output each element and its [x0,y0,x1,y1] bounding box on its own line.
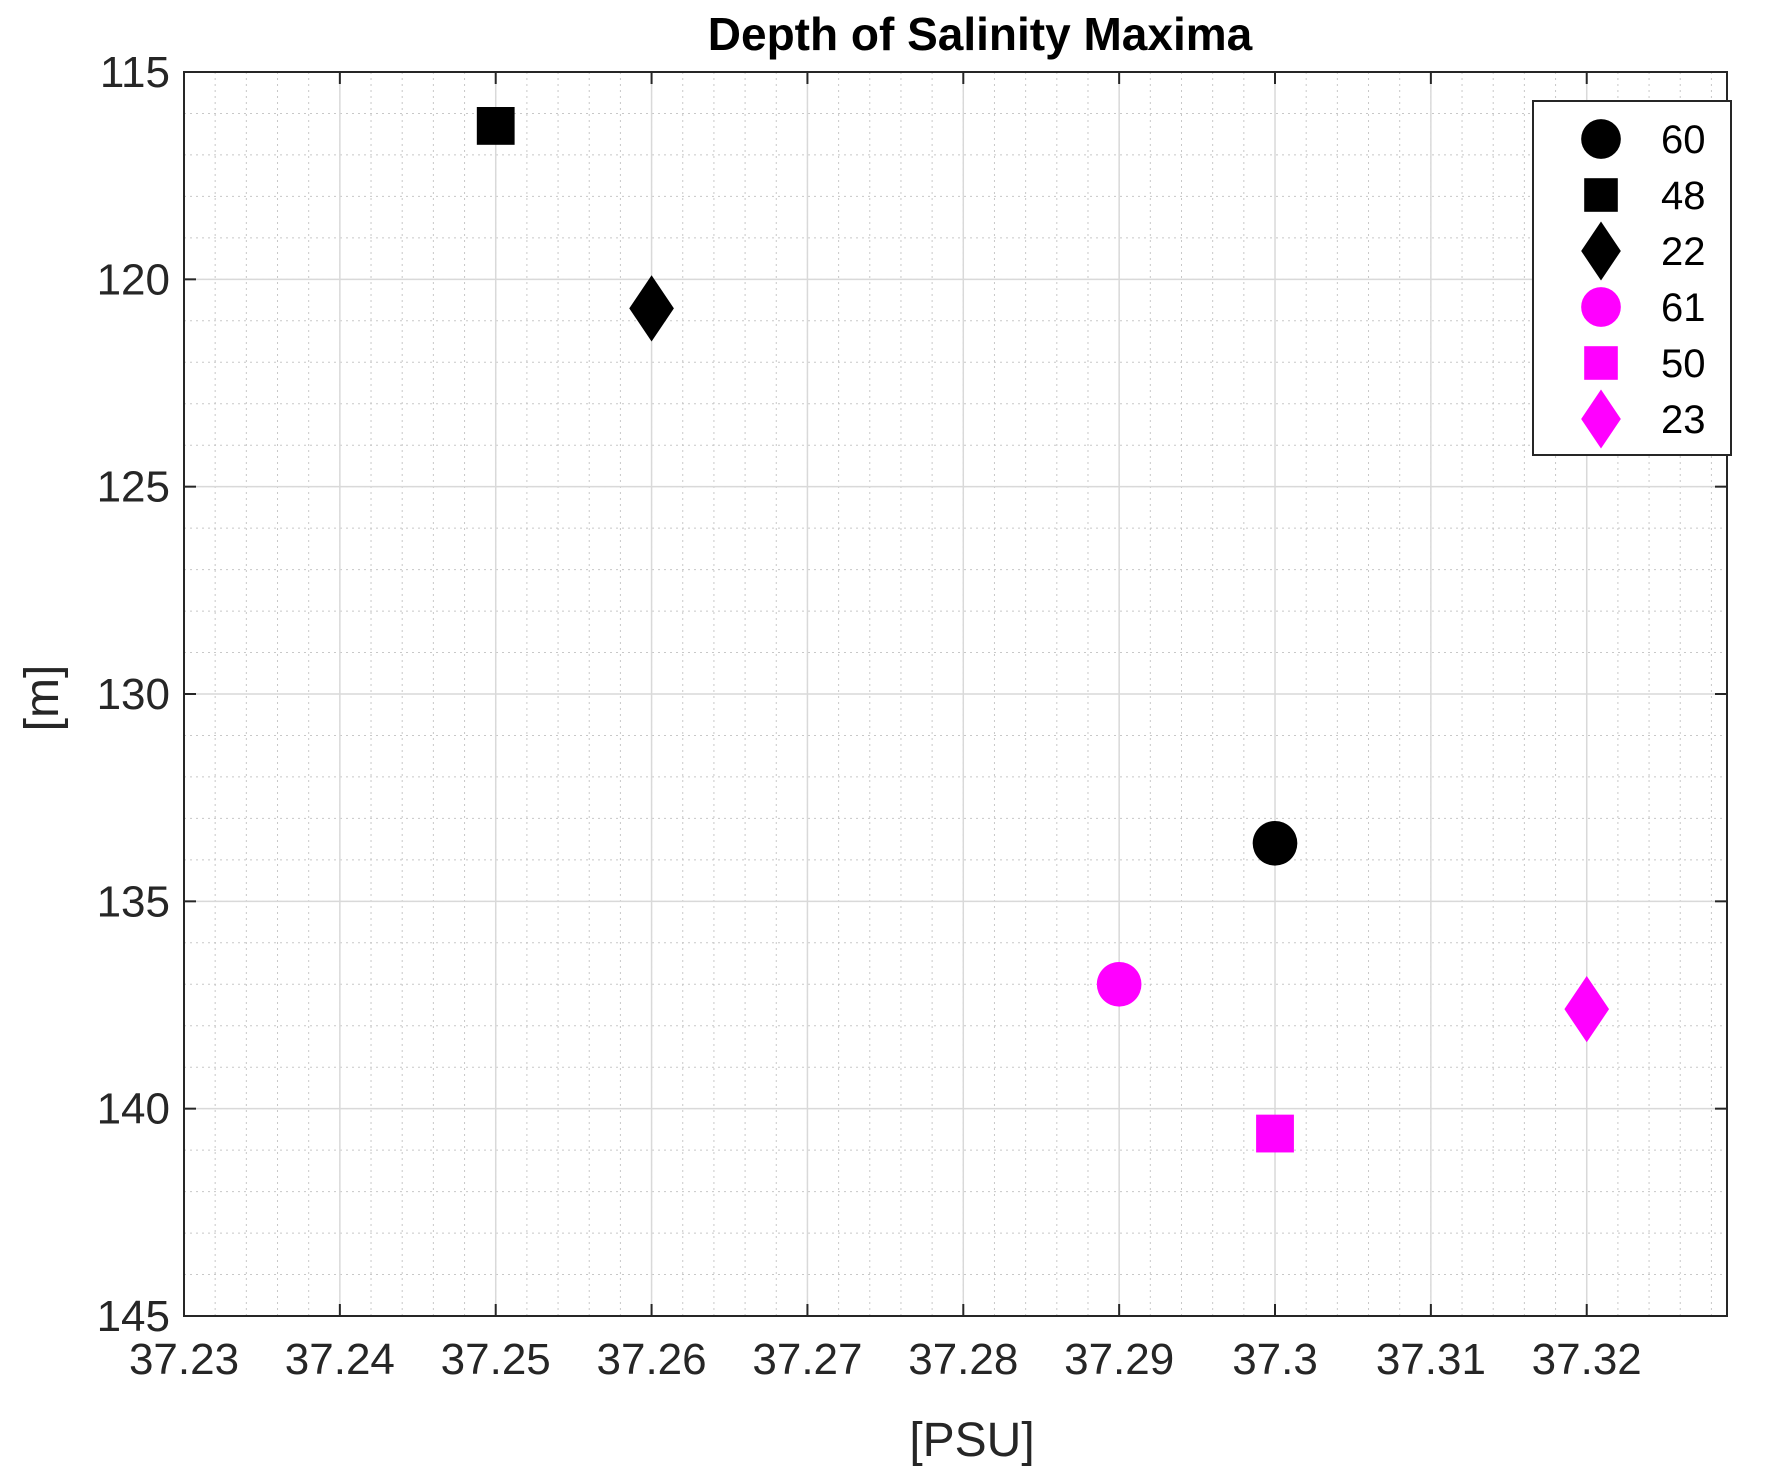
legend-label: 48 [1661,174,1706,218]
y-axis-label: [m] [16,665,69,732]
x-tick-label: 37.29 [1064,1335,1174,1384]
data-point-23 [1564,976,1610,1043]
legend-marker-22 [1581,221,1621,281]
axis-ticks [183,71,1727,1317]
y-tick-label: 135 [97,877,170,926]
x-tick-label: 37.23 [129,1335,239,1384]
data-points [476,107,1610,1153]
data-point-60 [1252,820,1298,866]
y-tick-label: 115 [100,48,170,97]
legend-marker-23 [1581,389,1621,449]
x-tick-label: 37.31 [1376,1335,1486,1384]
x-tick-label: 37.3 [1232,1335,1318,1384]
legend-marker-48 [1584,178,1618,212]
data-point-61 [1096,961,1142,1007]
x-tick-label: 37.32 [1532,1335,1642,1384]
legend-label: 60 [1661,118,1706,162]
x-tick-label: 37.25 [441,1335,551,1384]
legend-label: 50 [1661,342,1706,386]
legend-marker-60 [1581,119,1621,159]
legend: 60 48 22 61 50 23 [1532,100,1732,456]
chart-title: Depth of Salinity Maxima [708,8,1253,60]
y-tick-label: 140 [97,1085,170,1134]
y-tick-label: 120 [97,255,170,304]
x-axis-label: [PSU] [909,1414,1034,1467]
x-tick-label: 37.28 [908,1335,1018,1384]
y-tick-label: 130 [97,670,170,719]
legend-box [1532,100,1732,456]
data-point-48 [476,107,515,145]
x-tick-label: 37.26 [597,1335,707,1384]
legend-label: 61 [1661,286,1706,330]
x-tick-label: 37.24 [285,1335,395,1384]
x-tick-label: 37.27 [752,1335,862,1384]
legend-marker-50 [1584,346,1618,380]
y-tick-label: 125 [97,463,170,512]
y-tick-labels: 115 120 125 130 135 140 145 [97,48,170,1341]
legend-marker-61 [1581,287,1621,327]
data-point-22 [629,275,674,342]
x-tick-labels: 37.23 37.24 37.25 37.26 37.27 37.28 37.29 37.3 3… [129,1335,1642,1384]
legend-label: 23 [1661,398,1706,442]
data-point-50 [1256,1114,1294,1153]
legend-label: 22 [1661,230,1706,274]
y-tick-label: 145 [97,1292,170,1341]
